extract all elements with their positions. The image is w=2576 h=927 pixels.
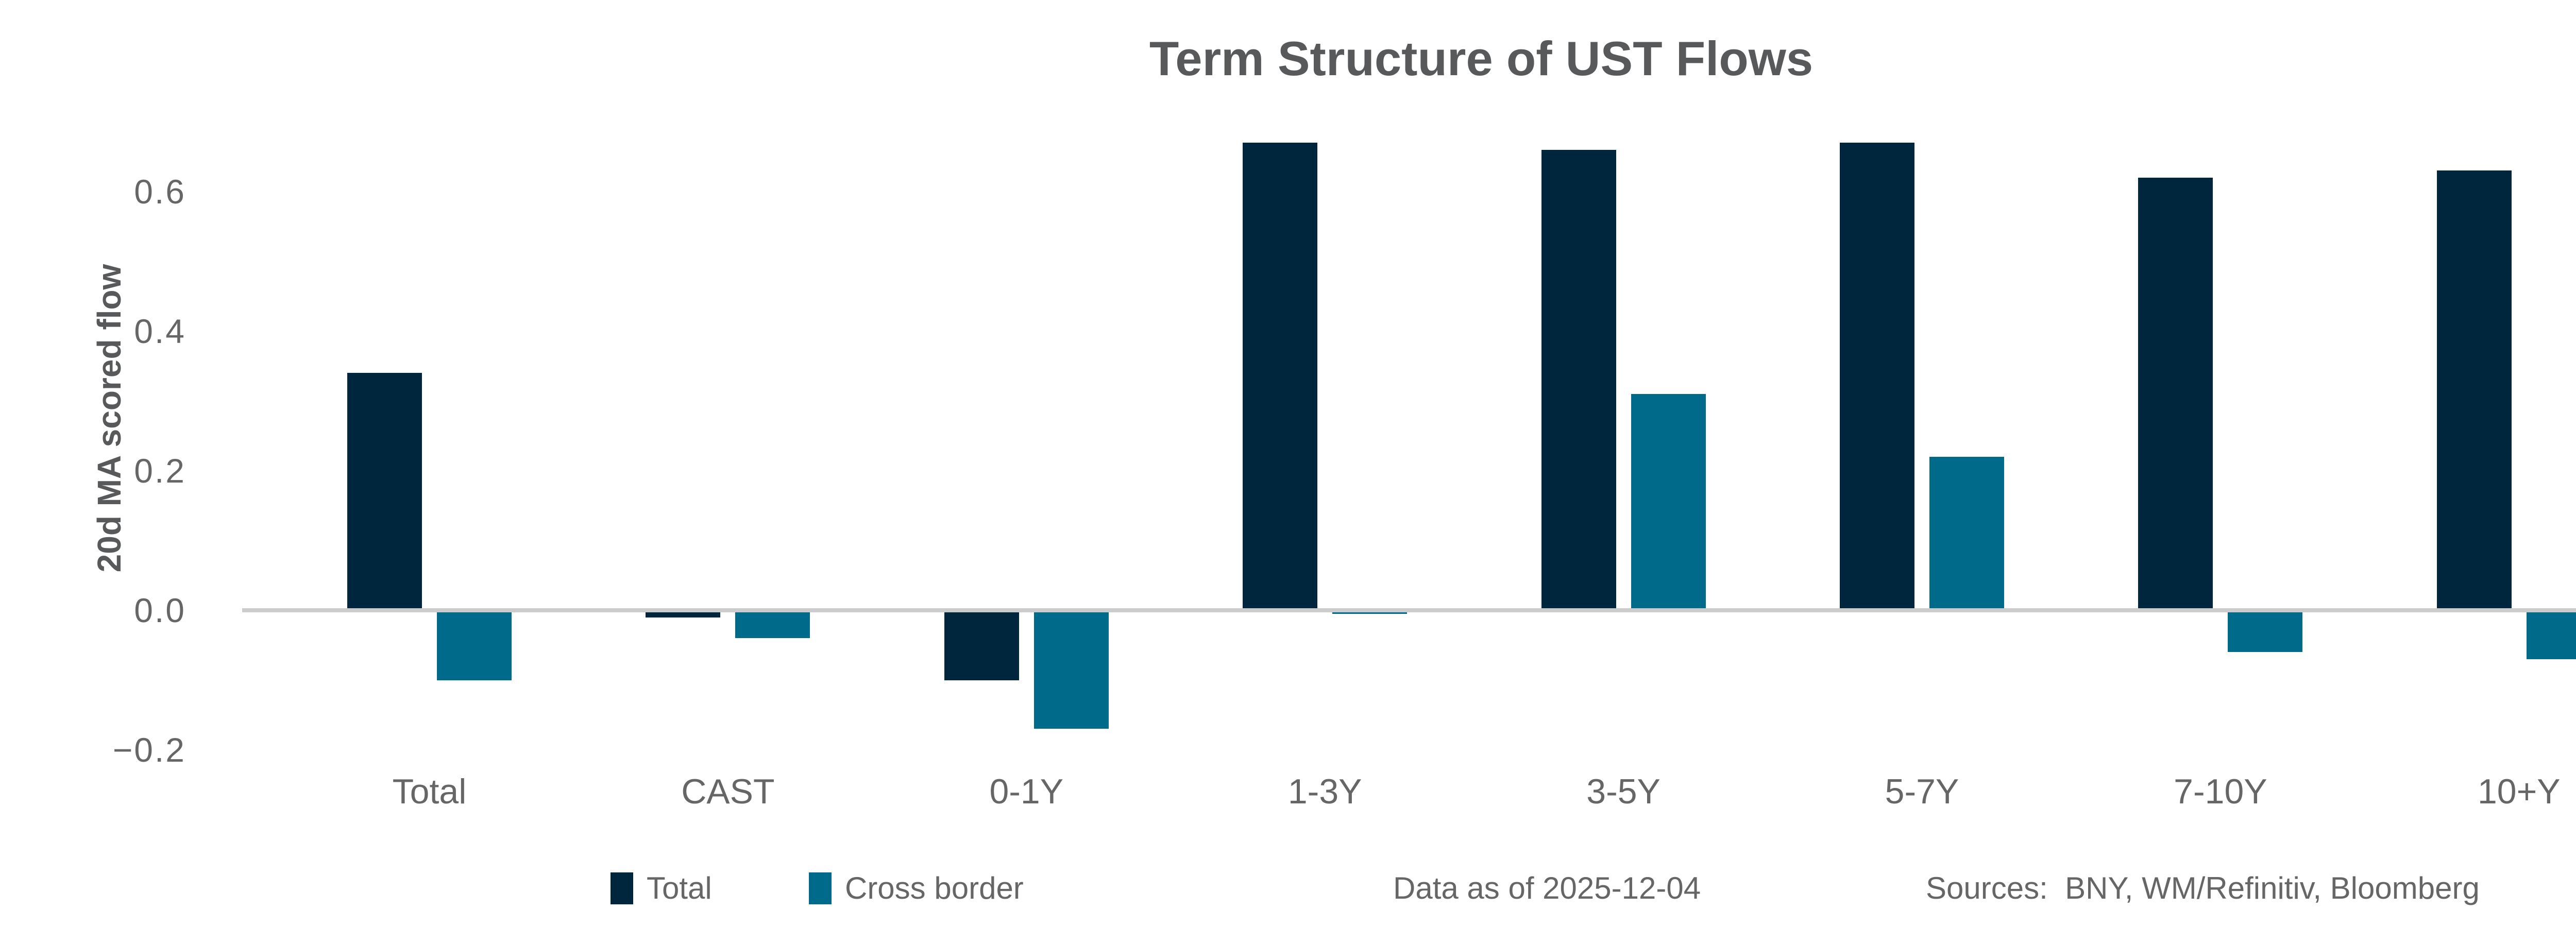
bar-total-7-10y [2138, 177, 2213, 610]
x-axis-label-10+y: 10+Y [2477, 772, 2561, 811]
legend-swatch-total [611, 872, 633, 904]
x-axis-label-3-5y: 3-5Y [1586, 772, 1660, 811]
bar-total-5-7y [1840, 143, 1914, 610]
x-axis-label-1-3y: 1-3Y [1287, 772, 1362, 811]
bar-cross-border-7-10y [2228, 610, 2303, 653]
bar-total-3-5y [1541, 149, 1616, 610]
bar-cross-border-3-5y [1631, 393, 1706, 610]
legend-item-cross-border: Cross border [809, 868, 1024, 908]
legend-item-total: Total [611, 868, 712, 908]
x-axis-zero-line [242, 608, 2576, 612]
x-axis-label-cast: CAST [681, 772, 775, 811]
bar-cross-border-0-1y [1033, 610, 1109, 729]
y-tick-label-4: −0.2 [112, 731, 186, 769]
chart-footer: Total Cross border Data as of 2025-12-04… [0, 868, 2576, 908]
y-tick-label-2: 0.2 [134, 452, 186, 490]
x-axis-label-total: Total [392, 772, 467, 811]
bar-cross-border-cast [735, 610, 810, 639]
legend-swatch-cross-border [809, 872, 832, 904]
bar-cross-border-total [437, 610, 512, 680]
sources-label: Sources: [1926, 871, 2048, 905]
chart-title: Term Structure of UST Flows [1149, 31, 1814, 85]
y-tick-label-0: 0.6 [134, 173, 186, 211]
sources-text: Sources: BNY, WM/Refinitiv, Bloomberg [1926, 868, 2480, 908]
data-as-of-text: Data as of 2025-12-04 [1393, 871, 1701, 905]
legend-label-total: Total [647, 871, 712, 905]
bar-total-10+y [2436, 170, 2512, 610]
x-axis-label-7-10y: 7-10Y [2174, 772, 2267, 811]
bar-cross-border-5-7y [1929, 456, 2004, 610]
y-tick-label-1: 0.4 [134, 312, 186, 350]
bar-total-total [347, 373, 422, 610]
bar-total-1-3y [1243, 143, 1318, 610]
bar-cross-border-10+y [2526, 610, 2576, 659]
bar-total-0-1y [944, 610, 1019, 680]
x-axis-label-0-1y: 0-1Y [989, 772, 1064, 811]
x-axis-label-5-7y: 5-7Y [1885, 772, 1959, 811]
legend-label-cross-border: Cross border [845, 871, 1024, 905]
y-tick-label-3: 0.0 [134, 591, 186, 629]
sources-value: BNY, WM/Refinitiv, Bloomberg [2065, 871, 2480, 905]
